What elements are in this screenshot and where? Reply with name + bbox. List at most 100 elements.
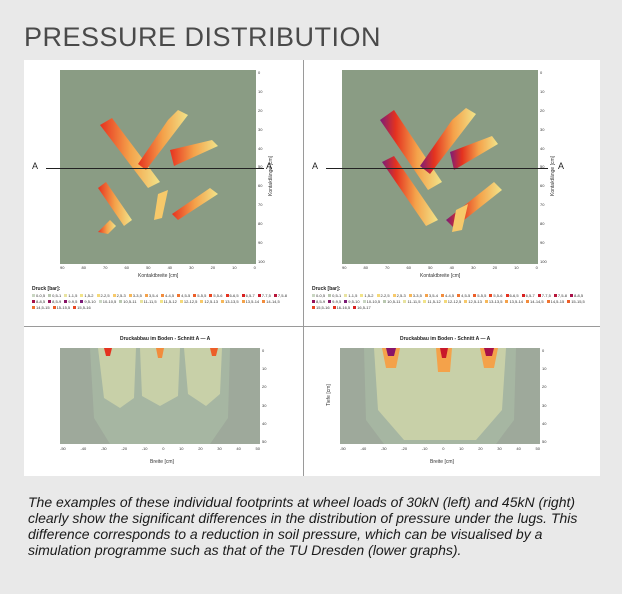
- legend-swatch: [179, 300, 183, 303]
- soil-bulb: [436, 348, 452, 372]
- left-lower-y-ticks: 0 10 20 30 40 50: [262, 348, 267, 444]
- legend-swatch: [328, 294, 332, 297]
- legend-entry: 0-0,5: [32, 293, 45, 298]
- legend-swatch: [443, 300, 447, 303]
- soil-bulb: [374, 348, 506, 440]
- legend-swatch: [80, 294, 84, 297]
- right-upper-x-ticks: 90 80 70 60 50 40 30 20 10 0: [342, 265, 538, 270]
- legend-label: 13-13,5: [225, 299, 239, 304]
- legend-swatch: [144, 294, 148, 297]
- legend-label: 7,5-8: [277, 293, 287, 298]
- legend-entry: 11,5-12: [159, 299, 177, 304]
- legend-label: 1-1,5: [68, 293, 78, 298]
- legend-swatch: [441, 294, 444, 297]
- legend-label: 13,5-14: [509, 299, 524, 304]
- legend-label: 0-0,5: [36, 293, 46, 298]
- legend-label: 11-11,5: [407, 299, 421, 304]
- right-lower-ylabel: Tiefe [cm]: [326, 384, 332, 406]
- legend-label: 9-9,5: [332, 299, 342, 304]
- legend-label: 14,5-15: [550, 299, 565, 304]
- legend-entry: 11-11,5: [139, 299, 157, 304]
- legend-swatch: [64, 300, 68, 303]
- legend-label: 10,5-11: [387, 299, 401, 304]
- legend-swatch: [344, 300, 348, 303]
- right-upper-ylabel: Kontaktlänge [cm]: [550, 155, 556, 196]
- legend-entry: 2-2,5: [376, 293, 390, 298]
- legend-label: 7-7,5: [541, 293, 551, 298]
- right-legend-title: Druck [bar]:: [312, 286, 341, 292]
- legend-entry: 4,5-5: [177, 293, 190, 298]
- left-lower-xlabel: Breite [cm]: [150, 459, 174, 465]
- legend-entry: 15,5-16: [312, 305, 330, 310]
- vertical-divider: [303, 60, 304, 476]
- legend-entry: 0,5-1: [48, 293, 61, 298]
- legend-entry: 7,5-8: [273, 293, 287, 298]
- legend-swatch: [328, 300, 332, 303]
- legend-label: 2-2,5: [380, 293, 390, 298]
- legend-label: 15-15,5: [571, 299, 585, 304]
- legend-entry: 4,5-5: [457, 293, 470, 298]
- left-upper-x-ticks: 90 80 70 60 50 40 30 20 10 0: [60, 265, 256, 270]
- legend-swatch: [48, 300, 52, 303]
- right-soil-svg: [364, 348, 516, 444]
- left-section-label: A: [32, 161, 39, 171]
- legend-swatch: [546, 300, 550, 303]
- legend-swatch: [257, 294, 261, 297]
- legend-label: 5,5-6: [213, 293, 223, 298]
- pressure-peak: [156, 348, 164, 358]
- left-section-label-right: A: [266, 161, 273, 171]
- legend-swatch: [32, 294, 35, 297]
- legend-label: 14-14,5: [266, 299, 280, 304]
- right-lower-xlabel: Breite [cm]: [430, 459, 454, 465]
- right-section-label-right: A: [558, 161, 565, 171]
- legend-label: 1,5-2: [364, 293, 374, 298]
- legend-entry: 1,5-2: [360, 293, 374, 298]
- page-title: PRESSURE DISTRIBUTION: [24, 22, 382, 52]
- lug-mark: [172, 188, 218, 220]
- legend-swatch: [408, 294, 412, 297]
- legend-swatch: [48, 294, 52, 297]
- legend-entry: 15-15,5: [567, 299, 585, 304]
- legend-label: 13,5-14: [245, 299, 260, 304]
- right-section-label: A: [312, 161, 319, 171]
- legend-label: 3-3,5: [132, 293, 142, 298]
- legend-swatch: [241, 300, 245, 303]
- legend-swatch: [193, 294, 197, 297]
- legend-swatch: [505, 300, 509, 303]
- legend-entry: 14-14,5: [262, 299, 280, 304]
- legend-label: 5-5,5: [477, 293, 487, 298]
- pressure-peak: [386, 348, 396, 356]
- legend-label: 16,5-17: [357, 305, 371, 310]
- left-legend: 0-0,5 0,5-1 1-1,5 1,5-2 2-2,5 2,5-3 3-3,5 3,5-4…: [32, 293, 294, 310]
- legend-swatch: [273, 294, 277, 297]
- legend-swatch: [383, 300, 387, 303]
- legend-swatch: [139, 300, 143, 303]
- legend-swatch: [521, 294, 525, 297]
- right-lower-y-ticks: 0 10 20 30 40 50: [542, 348, 547, 444]
- legend-label: 4-4,5: [165, 293, 175, 298]
- legend-label: 10-10,5: [102, 299, 117, 304]
- left-soil-svg: [90, 348, 230, 444]
- legend-swatch: [353, 306, 357, 309]
- legend-label: 13-13,5: [488, 299, 503, 304]
- legend-label: 12-12,5: [183, 299, 198, 304]
- legend-entry: 10-10,5: [98, 299, 117, 304]
- legend-swatch: [312, 294, 315, 297]
- right-lower-x-ticks: -50 -40 -30 -20 -10 0 10 20 30 40 50: [340, 446, 540, 451]
- legend-label: 6-6,5: [229, 293, 239, 298]
- lug-mark: [98, 182, 132, 226]
- legend-entry: 0,5-1: [328, 293, 341, 298]
- legend-swatch: [360, 294, 364, 297]
- legend-entry: 0-0,5: [312, 293, 325, 298]
- legend-entry: 1-1,5: [64, 293, 77, 298]
- legend-swatch: [225, 294, 229, 297]
- left-upper-xlabel: Kontaktbreite [cm]: [138, 273, 179, 279]
- legend-swatch: [119, 300, 123, 303]
- legend-swatch: [570, 294, 573, 297]
- pressure-peak: [484, 348, 494, 356]
- legend-label: 0-0,5: [316, 293, 326, 298]
- legend-entry: 16-16,5: [332, 305, 350, 310]
- legend-swatch: [312, 300, 315, 303]
- legend-swatch: [64, 294, 68, 297]
- legend-label: 8,5-9: [52, 299, 62, 304]
